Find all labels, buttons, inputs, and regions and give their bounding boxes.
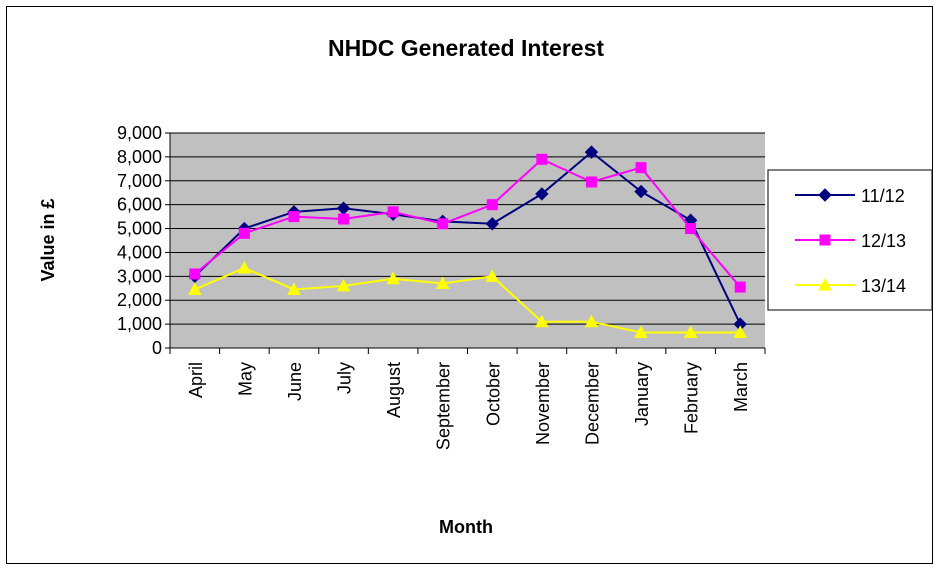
- marker: [584, 145, 599, 159]
- legend-marker: [819, 234, 831, 246]
- legend-marker: [818, 188, 832, 202]
- y-tick-label: 8,000: [117, 147, 162, 167]
- marker: [485, 217, 499, 231]
- x-tick-label: July: [335, 362, 355, 394]
- x-axis-label: Month: [439, 517, 493, 537]
- marker: [387, 206, 399, 218]
- marker: [734, 281, 746, 293]
- marker: [535, 314, 549, 328]
- marker: [683, 325, 698, 338]
- legend-marker: [818, 277, 832, 291]
- x-tick-label: October: [483, 362, 503, 426]
- series-line: [194, 158, 741, 288]
- y-tick-label: 4,000: [117, 242, 162, 262]
- x-tick-label: March: [731, 362, 751, 412]
- marker: [237, 260, 252, 274]
- y-tick-label: 0: [152, 338, 162, 358]
- marker: [435, 276, 450, 289]
- x-tick-label: December: [582, 362, 602, 445]
- y-tick-label: 6,000: [117, 195, 162, 215]
- x-tick-label: June: [285, 362, 305, 401]
- marker: [288, 211, 300, 223]
- legend-label: 11/12: [861, 186, 905, 206]
- marker: [634, 325, 648, 338]
- x-tick-label: September: [434, 362, 454, 450]
- series-line: [194, 266, 741, 334]
- y-tick-label: 7,000: [117, 171, 162, 191]
- marker: [336, 278, 351, 292]
- marker: [187, 282, 202, 295]
- marker: [733, 325, 748, 338]
- marker: [437, 218, 449, 230]
- marker: [189, 268, 201, 280]
- marker: [287, 282, 301, 295]
- plot-area: [170, 133, 765, 348]
- x-tick-label: April: [186, 362, 206, 398]
- marker: [485, 269, 500, 282]
- marker: [238, 227, 250, 239]
- x-tick-label: February: [682, 362, 702, 434]
- series-line: [194, 150, 742, 325]
- x-tick-label: January: [632, 362, 652, 426]
- marker: [585, 176, 597, 188]
- legend-label: 12/13: [861, 231, 906, 251]
- marker: [634, 184, 648, 199]
- y-tick-label: 5,000: [117, 219, 162, 239]
- x-tick-label: May: [235, 362, 255, 396]
- y-tick-label: 2,000: [117, 290, 162, 310]
- marker: [386, 271, 400, 285]
- marker: [584, 314, 599, 328]
- legend-label: 13/14: [861, 276, 906, 296]
- y-tick-label: 9,000: [117, 123, 162, 143]
- marker: [486, 199, 498, 211]
- y-axis-label: Value in £: [38, 198, 58, 281]
- marker: [338, 213, 350, 225]
- marker: [536, 153, 548, 165]
- y-tick-label: 3,000: [117, 266, 162, 286]
- y-tick-label: 1,000: [117, 314, 162, 334]
- x-tick-label: November: [533, 362, 553, 445]
- marker: [535, 187, 549, 201]
- x-tick-label: August: [384, 362, 404, 418]
- marker: [685, 223, 697, 235]
- chart-title: NHDC Generated Interest: [328, 35, 604, 61]
- marker: [635, 162, 647, 174]
